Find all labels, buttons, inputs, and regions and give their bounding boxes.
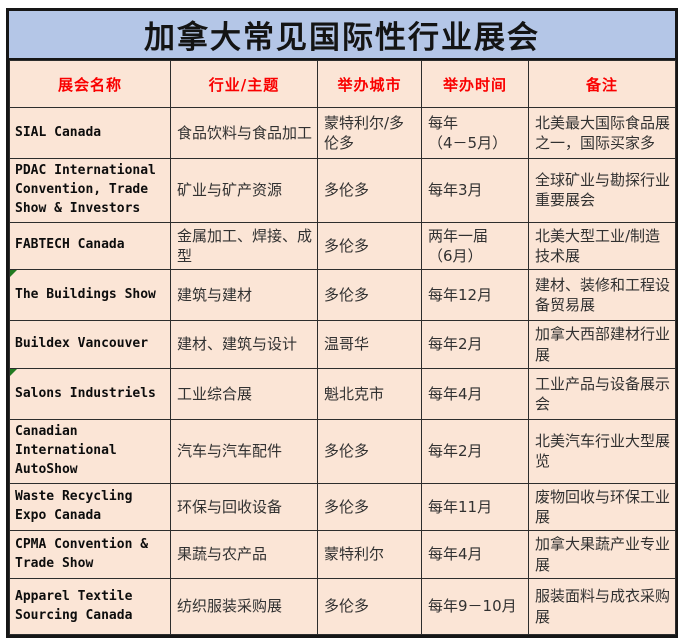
city-cell: 蒙特利尔 <box>317 530 422 580</box>
city-cell: 多伦多 <box>317 578 422 636</box>
city-cell: 多伦多 <box>317 269 422 322</box>
exhibition-name-cell: Apparel Textile Sourcing Canada <box>9 578 171 636</box>
notes-cell: 北美汽车行业大型展览 <box>528 419 676 484</box>
table-row: The Buildings Show 建筑与建材 多伦多 每年12月 建材、装修… <box>9 269 676 322</box>
notes-cell: 加拿大果蔬产业专业展 <box>528 530 676 580</box>
column-header-notes: 备注 <box>528 60 676 108</box>
exhibition-name-cell: SIAL Canada <box>9 107 171 159</box>
header-row: 展会名称 行业/主题 举办城市 举办时间 备注 <box>9 60 676 108</box>
column-header-time: 举办时间 <box>421 60 529 108</box>
notes-cell: 北美大型工业/制造技术展 <box>528 221 676 271</box>
city-cell: 魁北克市 <box>317 368 422 421</box>
notes-cell: 加拿大西部建材行业展 <box>528 320 676 370</box>
page-title: 加拿大常见国际性行业展会 <box>9 11 675 60</box>
city-cell: 多伦多 <box>317 482 422 532</box>
exhibition-name-cell: Canadian International AutoShow <box>9 419 171 484</box>
industry-cell: 食品饮料与食品加工 <box>170 107 318 159</box>
industry-cell: 建筑与建材 <box>170 269 318 322</box>
time-cell: 每年2月 <box>421 419 529 484</box>
exhibition-name-cell: CPMA Convention & Trade Show <box>9 530 171 580</box>
exhibition-name-cell: PDAC International Convention, Trade Sho… <box>9 158 171 223</box>
time-cell: 每年4月 <box>421 530 529 580</box>
industry-cell: 环保与回收设备 <box>170 482 318 532</box>
time-cell: 每年4月 <box>421 368 529 421</box>
city-cell: 温哥华 <box>317 320 422 370</box>
exhibition-table-panel: 加拿大常见国际性行业展会 展会名称 行业/主题 举办城市 举办时间 备注 SIA… <box>6 8 678 638</box>
notes-cell: 工业产品与设备展示会 <box>528 368 676 421</box>
table-row: FABTECH Canada 金属加工、焊接、成型 多伦多 两年一届 （6月） … <box>9 221 676 271</box>
time-cell: 每年12月 <box>421 269 529 322</box>
exhibition-name-cell: FABTECH Canada <box>9 221 171 271</box>
time-cell: 每年9－10月 <box>421 578 529 636</box>
time-cell: 两年一届 （6月） <box>421 221 529 271</box>
industry-cell: 纺织服装采购展 <box>170 578 318 636</box>
notes-cell: 建材、装修和工程设备贸易展 <box>528 269 676 322</box>
city-cell: 多伦多 <box>317 221 422 271</box>
exhibition-name-text: Salons Industriels <box>15 385 156 401</box>
table-row: Apparel Textile Sourcing Canada 纺织服装采购展 … <box>9 578 676 636</box>
industry-cell: 金属加工、焊接、成型 <box>170 221 318 271</box>
exhibition-name-cell: Salons Industriels <box>9 368 171 421</box>
table-row: Salons Industriels 工业综合展 魁北克市 每年4月 工业产品与… <box>9 368 676 421</box>
notes-cell: 北美最大国际食品展之一，国际买家多 <box>528 107 676 159</box>
industry-cell: 建材、建筑与设计 <box>170 320 318 370</box>
notes-cell: 全球矿业与勘探行业重要展会 <box>528 158 676 223</box>
exhibition-name-cell: Waste Recycling Expo Canada <box>9 482 171 532</box>
table-row: CPMA Convention & Trade Show 果蔬与农产品 蒙特利尔… <box>9 530 676 580</box>
table-row: Buildex Vancouver 建材、建筑与设计 温哥华 每年2月 加拿大西… <box>9 320 676 370</box>
city-cell: 蒙特利尔/多伦多 <box>317 107 422 159</box>
comment-marker-icon <box>10 369 17 377</box>
table-row: Canadian International AutoShow 汽车与汽车配件 … <box>9 419 676 484</box>
table-row: Waste Recycling Expo Canada 环保与回收设备 多伦多 … <box>9 482 676 532</box>
column-header-city: 举办城市 <box>317 60 422 108</box>
time-cell: 每年3月 <box>421 158 529 223</box>
exhibition-name-text: The Buildings Show <box>15 286 156 302</box>
column-header-exhibition-name: 展会名称 <box>9 60 171 108</box>
exhibition-name-cell: Buildex Vancouver <box>9 320 171 370</box>
table-row: PDAC International Convention, Trade Sho… <box>9 158 676 223</box>
industry-cell: 果蔬与农产品 <box>170 530 318 580</box>
city-cell: 多伦多 <box>317 158 422 223</box>
notes-cell: 服装面料与成衣采购展 <box>528 578 676 636</box>
notes-cell: 废物回收与环保工业展 <box>528 482 676 532</box>
time-cell: 每年 （4－5月） <box>421 107 529 159</box>
industry-cell: 汽车与汽车配件 <box>170 419 318 484</box>
time-cell: 每年2月 <box>421 320 529 370</box>
comment-marker-icon <box>10 270 17 278</box>
time-cell: 每年11月 <box>421 482 529 532</box>
exhibition-name-cell: The Buildings Show <box>9 269 171 322</box>
table-row: SIAL Canada 食品饮料与食品加工 蒙特利尔/多伦多 每年 （4－5月）… <box>9 107 676 159</box>
industry-cell: 矿业与矿产资源 <box>170 158 318 223</box>
exhibition-table: 展会名称 行业/主题 举办城市 举办时间 备注 SIAL Canada 食品饮料… <box>9 60 676 636</box>
city-cell: 多伦多 <box>317 419 422 484</box>
industry-cell: 工业综合展 <box>170 368 318 421</box>
column-header-industry: 行业/主题 <box>170 60 318 108</box>
